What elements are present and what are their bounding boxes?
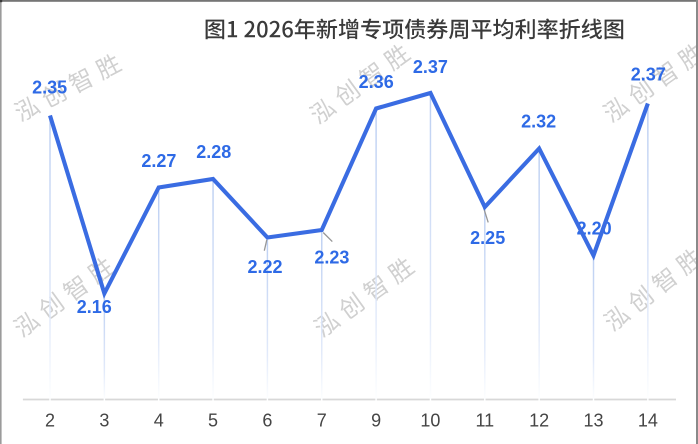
svg-text:13: 13 [583,411,603,431]
svg-text:2.37: 2.37 [631,65,666,85]
svg-text:2.35: 2.35 [32,78,67,98]
svg-text:12: 12 [529,411,549,431]
svg-text:2: 2 [45,411,55,431]
svg-text:2.37: 2.37 [413,57,448,77]
svg-text:9: 9 [371,411,381,431]
svg-text:7: 7 [317,411,327,431]
svg-text:10: 10 [420,411,440,431]
svg-text:6: 6 [262,411,272,431]
svg-text:2.16: 2.16 [77,297,112,317]
svg-text:2.28: 2.28 [196,142,231,162]
svg-text:2.25: 2.25 [470,228,505,248]
svg-text:2.32: 2.32 [521,112,556,132]
svg-text:2.27: 2.27 [141,151,176,171]
svg-text:2.23: 2.23 [314,248,349,268]
svg-text:3: 3 [99,411,109,431]
svg-text:4: 4 [154,411,164,431]
svg-text:2.36: 2.36 [359,72,394,92]
svg-text:14: 14 [638,411,658,431]
svg-text:5: 5 [208,411,218,431]
svg-text:2.22: 2.22 [247,257,282,277]
svg-text:11: 11 [475,411,494,431]
